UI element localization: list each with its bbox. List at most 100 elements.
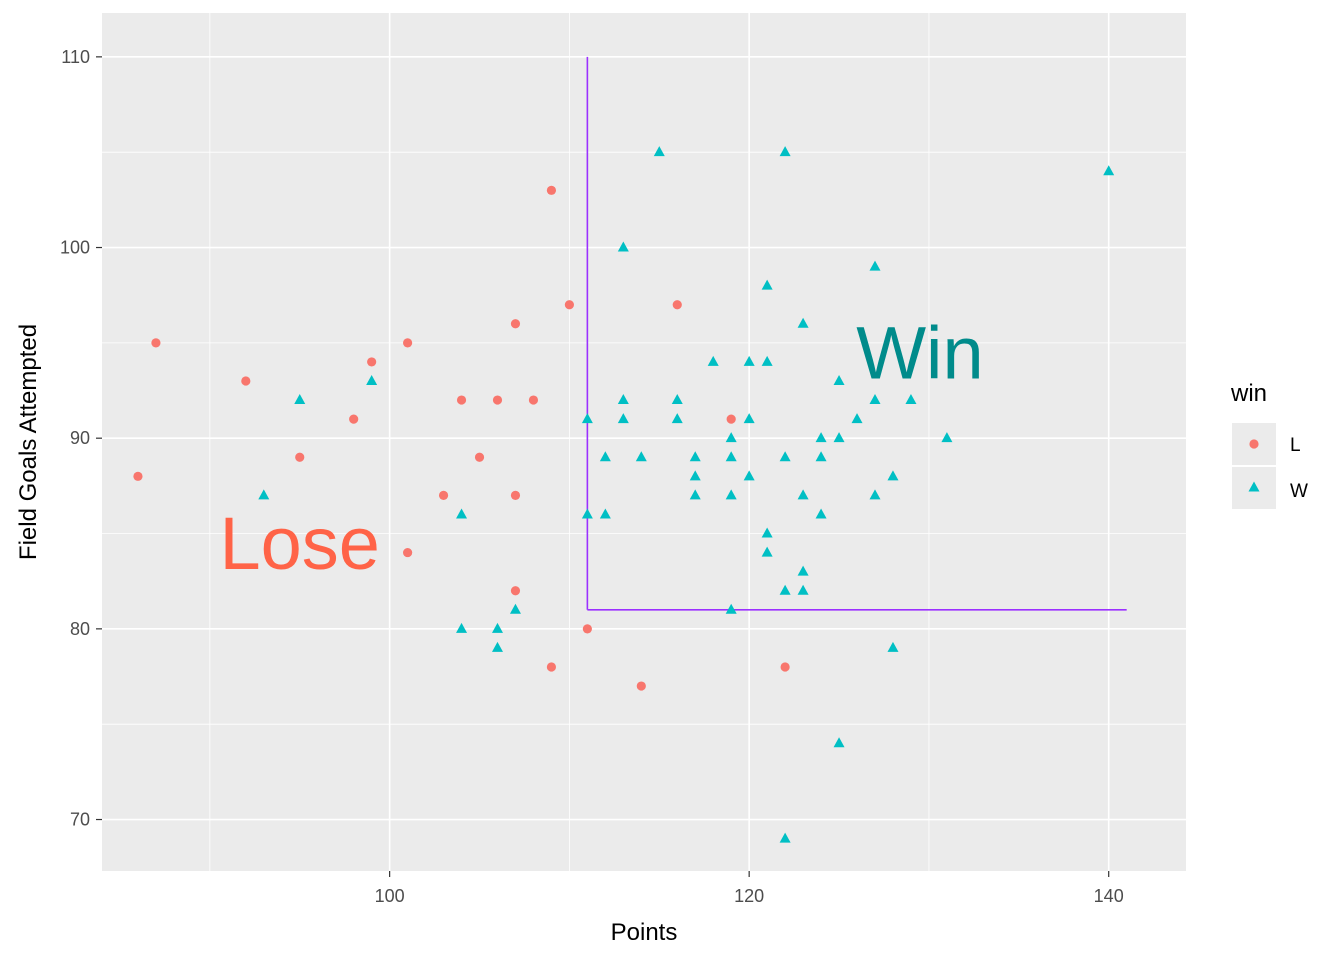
point-w <box>761 527 773 538</box>
point-w <box>689 489 701 500</box>
point-w <box>707 355 719 366</box>
point-w <box>761 279 773 290</box>
point-l <box>438 490 449 500</box>
point-l <box>672 300 682 310</box>
point-l <box>780 662 790 672</box>
point-w <box>671 413 683 424</box>
point-l <box>133 471 143 481</box>
point-w <box>366 374 378 385</box>
point-w <box>599 508 611 519</box>
x-axis-ticks: 100 120 140 <box>375 871 1124 906</box>
legend-title: win <box>1230 380 1267 407</box>
x-tick-label: 100 <box>375 886 405 906</box>
point-l <box>546 185 557 195</box>
point-w <box>797 489 809 500</box>
point-w <box>599 451 611 462</box>
legend-marker-l <box>1249 439 1259 449</box>
point-l <box>726 414 736 424</box>
point-l <box>636 681 646 691</box>
annotation-lose: Lose <box>220 502 380 585</box>
point-w <box>689 451 701 462</box>
point-w <box>617 241 629 252</box>
point-w <box>456 622 468 633</box>
plot-panel <box>102 13 1186 871</box>
point-w <box>869 394 881 405</box>
point-w <box>851 413 863 424</box>
point-w <box>743 413 755 424</box>
legend: win L W <box>1230 380 1308 509</box>
point-w <box>797 584 809 595</box>
point-w <box>797 317 809 328</box>
point-l <box>492 395 503 405</box>
point-w <box>887 641 899 652</box>
point-l <box>564 300 574 310</box>
point-l <box>367 357 377 367</box>
point-l <box>582 624 592 634</box>
minor-gridlines <box>102 13 1186 871</box>
point-w <box>743 470 755 481</box>
point-w <box>815 508 827 519</box>
point-w <box>743 355 755 366</box>
point-w <box>725 603 737 614</box>
point-w <box>491 641 503 652</box>
point-w <box>491 622 503 633</box>
point-l <box>403 547 413 558</box>
y-tick-label: 80 <box>70 619 90 639</box>
point-w <box>671 394 683 405</box>
point-l <box>241 376 251 386</box>
point-w <box>635 451 647 462</box>
point-w <box>581 508 593 519</box>
legend-label-w: W <box>1290 481 1308 502</box>
point-w <box>1103 165 1115 176</box>
point-w <box>797 565 809 576</box>
point-w <box>869 489 881 500</box>
point-l <box>510 490 521 500</box>
legend-label-l: L <box>1290 435 1301 456</box>
point-w <box>779 451 791 462</box>
point-w <box>725 489 737 500</box>
point-l <box>546 662 557 672</box>
y-tick-label: 70 <box>70 810 90 830</box>
point-w <box>941 432 953 443</box>
point-l <box>349 414 359 424</box>
point-l <box>151 338 161 348</box>
annotations: Lose Win <box>220 311 984 585</box>
point-w <box>905 394 917 405</box>
point-w <box>779 146 791 157</box>
point-w <box>761 355 773 366</box>
y-axis-title: Field Goals Attempted <box>15 324 42 560</box>
point-w <box>761 546 773 557</box>
point-w <box>581 413 593 424</box>
point-w <box>779 584 791 595</box>
point-l <box>456 395 467 405</box>
point-w <box>456 508 468 519</box>
point-l <box>510 319 521 329</box>
point-w <box>689 470 701 481</box>
point-w <box>815 451 827 462</box>
point-w <box>617 413 629 424</box>
x-tick-label: 120 <box>734 886 764 906</box>
x-axis-title: Points <box>611 919 678 946</box>
point-w <box>887 470 899 481</box>
point-w <box>725 451 737 462</box>
data-points <box>133 146 1115 843</box>
point-w <box>725 432 737 443</box>
y-tick-label: 110 <box>61 47 90 67</box>
x-tick-label: 140 <box>1094 886 1124 906</box>
y-tick-label: 100 <box>60 238 90 258</box>
point-w <box>294 394 306 405</box>
point-l <box>295 452 305 462</box>
annotation-win: Win <box>856 311 983 394</box>
legend-marker-w <box>1248 481 1260 492</box>
point-w <box>815 432 827 443</box>
y-axis-ticks: 70 80 90 100 110 <box>60 47 102 830</box>
point-w <box>779 832 791 843</box>
point-w <box>509 603 521 614</box>
point-l <box>510 586 521 596</box>
point-w <box>833 432 845 443</box>
major-gridlines <box>102 13 1186 871</box>
point-w <box>833 737 845 748</box>
point-w <box>869 260 881 271</box>
point-w <box>653 146 665 157</box>
